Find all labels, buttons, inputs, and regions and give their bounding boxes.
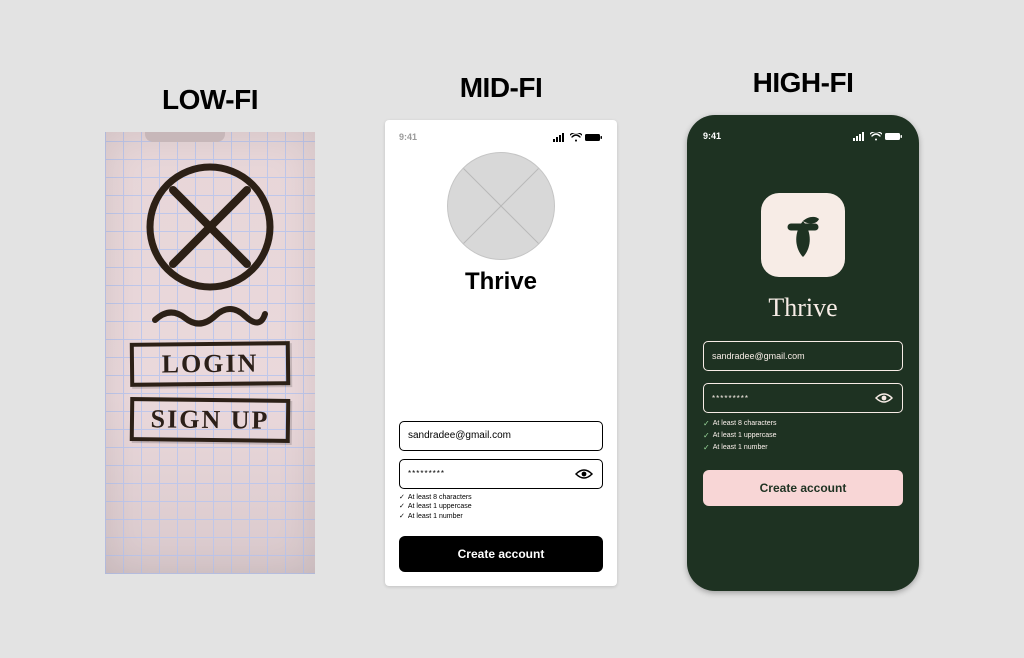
check-icon: ✓ [399,512,405,522]
hifi-email-value: sandradee@gmail.com [712,351,805,361]
lowfi-signup-label: SIGN UP [150,404,269,435]
battery-icon [585,133,603,142]
hifi-app-logo [761,193,845,277]
midfi-password-requirements: ✓At least 8 characters ✓At least 1 upper… [399,493,603,522]
midfi-status-bar: 9:41 [399,130,603,144]
midfi-logo-placeholder [447,152,555,260]
hifi-password-value: ********* [712,394,749,403]
sketch-squiggle [150,302,270,330]
lowfi-login-button[interactable]: LOGIN [130,341,290,387]
hifi-phone: 9:41 Thrive sandradee@gmail.com ********… [687,115,919,591]
hifi-create-account-button[interactable]: Create account [703,470,903,506]
hifi-email-field[interactable]: sandradee@gmail.com [703,341,903,371]
hifi-password-field[interactable]: ********* [703,383,903,413]
sketch-logo-placeholder [135,152,285,302]
midfi-heading: MID-FI [460,72,543,104]
check-icon: ✓ [399,502,405,512]
status-time: 9:41 [703,131,721,141]
hifi-req-0: At least 8 characters [713,419,777,430]
hifi-cta-label: Create account [760,481,847,495]
hifi-status-bar: 9:41 [703,129,903,143]
check-icon: ✓ [703,418,710,430]
wifi-icon [570,133,582,142]
midfi-column: MID-FI 9:41 Thrive sandradee@gmail.com *… [385,72,617,586]
hifi-column: HIGH-FI 9:41 Thrive sandradee@gmail.com [687,67,919,591]
wifi-icon [870,132,882,141]
midfi-phone: 9:41 Thrive sandradee@gmail.com ********… [385,120,617,586]
midfi-req-2: At least 1 number [408,512,463,522]
hifi-req-2: At least 1 number [713,443,768,454]
signal-icon [553,133,567,142]
hifi-password-requirements: ✓At least 8 characters ✓At least 1 upper… [703,418,903,454]
midfi-cta-label: Create account [458,547,545,561]
lowfi-heading: LOW-FI [162,84,258,116]
midfi-email-field[interactable]: sandradee@gmail.com [399,421,603,451]
check-icon: ✓ [399,493,405,503]
leaf-t-icon [773,205,833,265]
hifi-heading: HIGH-FI [753,67,854,99]
lowfi-signup-button[interactable]: SIGN UP [130,397,291,443]
midfi-password-value: ********* [408,469,445,478]
midfi-email-value: sandradee@gmail.com [408,430,511,441]
midfi-password-field[interactable]: ********* [399,459,603,489]
battery-icon [885,132,903,141]
status-time: 9:41 [399,132,417,142]
midfi-app-name: Thrive [465,268,537,296]
midfi-req-0: At least 8 characters [408,493,472,503]
check-icon: ✓ [703,430,710,442]
signal-icon [853,132,867,141]
midfi-req-1: At least 1 uppercase [408,502,472,512]
hifi-req-1: At least 1 uppercase [713,431,777,442]
eye-icon[interactable] [574,467,594,481]
lowfi-login-label: LOGIN [162,348,259,379]
check-icon: ✓ [703,442,710,454]
lowfi-column: LOW-FI LOGIN SIGN UP [105,84,315,574]
eye-icon[interactable] [874,391,894,405]
hifi-app-name: Thrive [768,293,837,323]
midfi-create-account-button[interactable]: Create account [399,536,603,572]
lowfi-sketch: LOGIN SIGN UP [105,132,315,574]
